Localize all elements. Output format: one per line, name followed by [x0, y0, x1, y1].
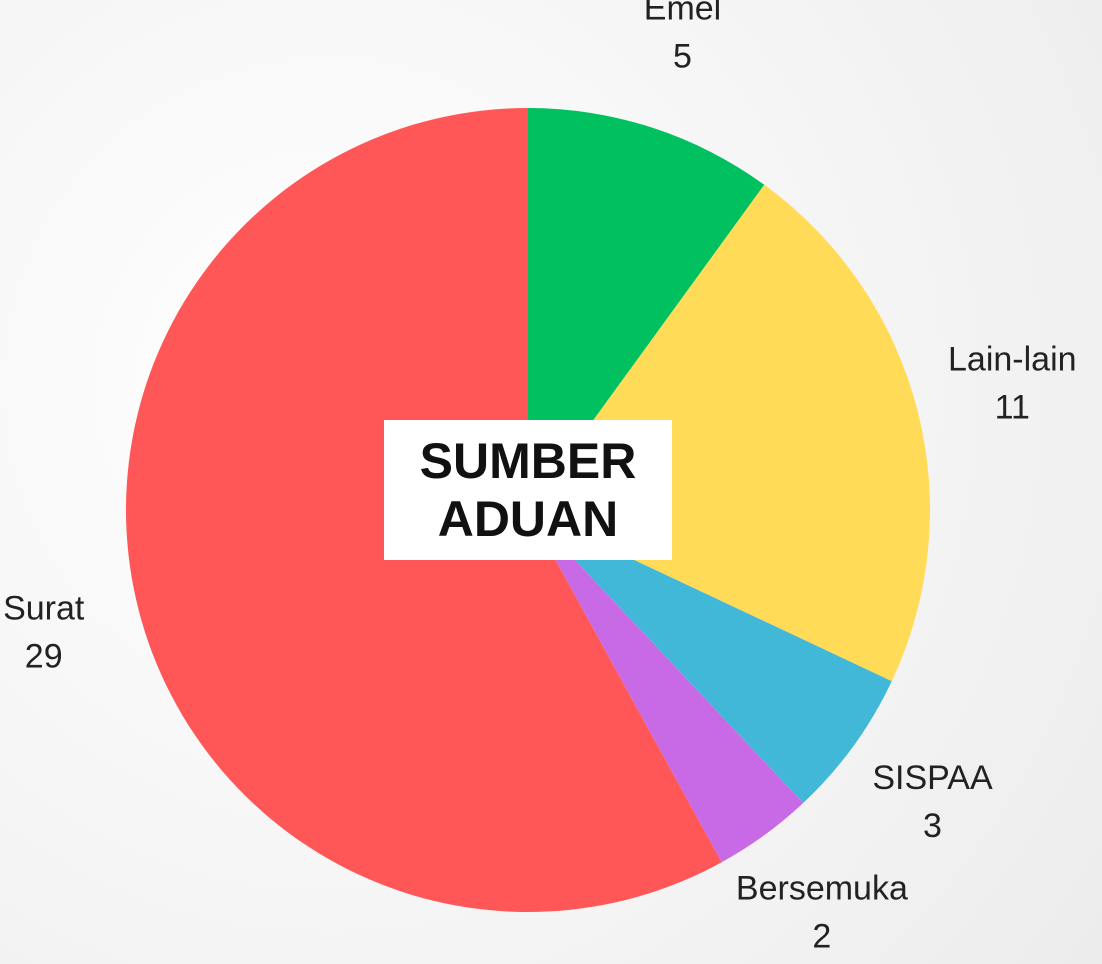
slice-value: 5 [673, 37, 692, 75]
pie-slice [528, 510, 804, 863]
slice-label: Surat [3, 589, 85, 627]
pie-slice [528, 108, 765, 510]
pie-slice [528, 510, 892, 804]
slice-value: 3 [923, 807, 942, 845]
slice-value: 2 [812, 917, 831, 955]
slice-label: Emel [644, 0, 721, 27]
slice-label: SISPAA [872, 759, 993, 797]
slice-value: 11 [995, 389, 1030, 427]
slice-label: Lain-lain [948, 341, 1077, 379]
slice-label: Bersemuka [736, 869, 908, 907]
chart-title: SUMBER ADUAN [384, 420, 672, 560]
slice-value: 29 [25, 637, 63, 675]
